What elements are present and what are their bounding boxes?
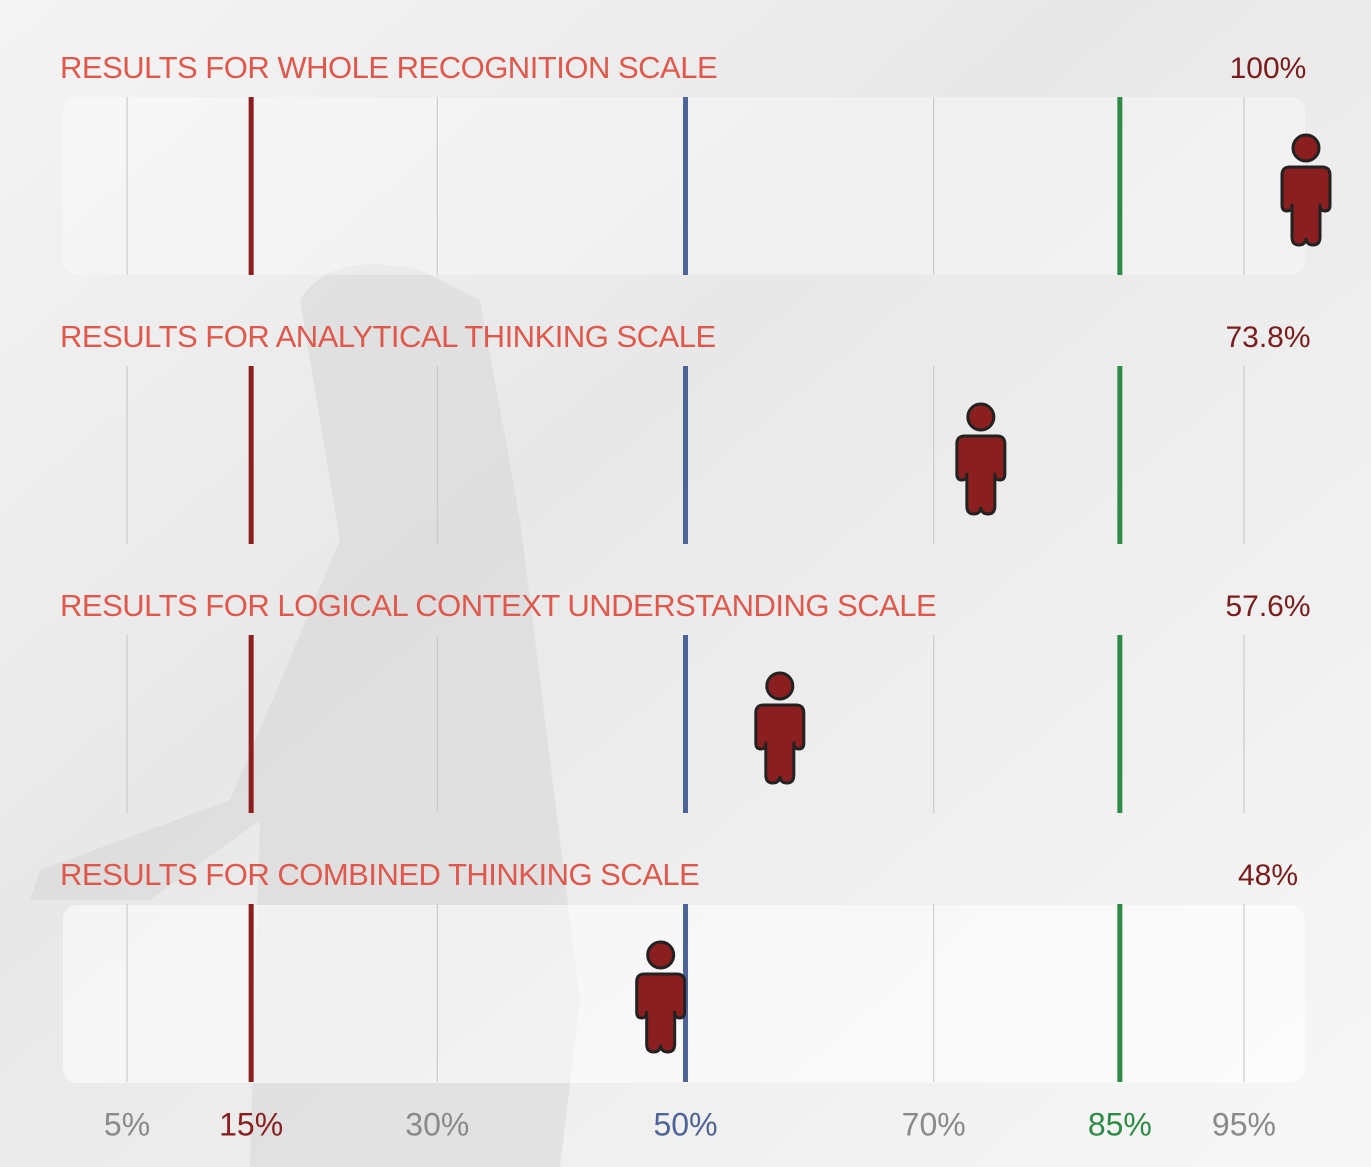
plot: RESULTS FOR WHOLE RECOGNITION SCALE 100% R… [60, 50, 1332, 1142]
person-head [1291, 133, 1321, 163]
x-tick-label: 30% [405, 1106, 469, 1142]
value-label: 57.6% [1225, 590, 1310, 623]
value-label: 100% [1230, 52, 1307, 85]
row-title: RESULTS FOR ANALYTICAL THINKING SCALE [60, 319, 716, 354]
value-label: 48% [1238, 859, 1298, 892]
person-marker [1280, 133, 1332, 247]
person-head [765, 671, 795, 701]
person-head [646, 940, 676, 970]
person-body [955, 434, 1007, 516]
x-tick-label: 85% [1088, 1106, 1152, 1142]
value-label: 73.8% [1225, 321, 1310, 354]
row-title: RESULTS FOR WHOLE RECOGNITION SCALE [60, 50, 717, 85]
x-tick-label: 5% [104, 1106, 150, 1142]
x-tick-label: 70% [902, 1106, 966, 1142]
person-body [754, 703, 806, 785]
person-marker [635, 940, 687, 1054]
row-title: RESULTS FOR LOGICAL CONTEXT UNDERSTANDIN… [60, 588, 936, 623]
person-body [635, 972, 687, 1054]
x-tick-label: 15% [219, 1106, 283, 1142]
person-marker [955, 402, 1007, 516]
person-head [966, 402, 996, 432]
x-tick-label: 50% [653, 1106, 717, 1142]
row-title: RESULTS FOR COMBINED THINKING SCALE [60, 857, 699, 892]
x-tick-label: 95% [1212, 1106, 1276, 1142]
person-body [1280, 165, 1332, 247]
person-marker [754, 671, 806, 785]
